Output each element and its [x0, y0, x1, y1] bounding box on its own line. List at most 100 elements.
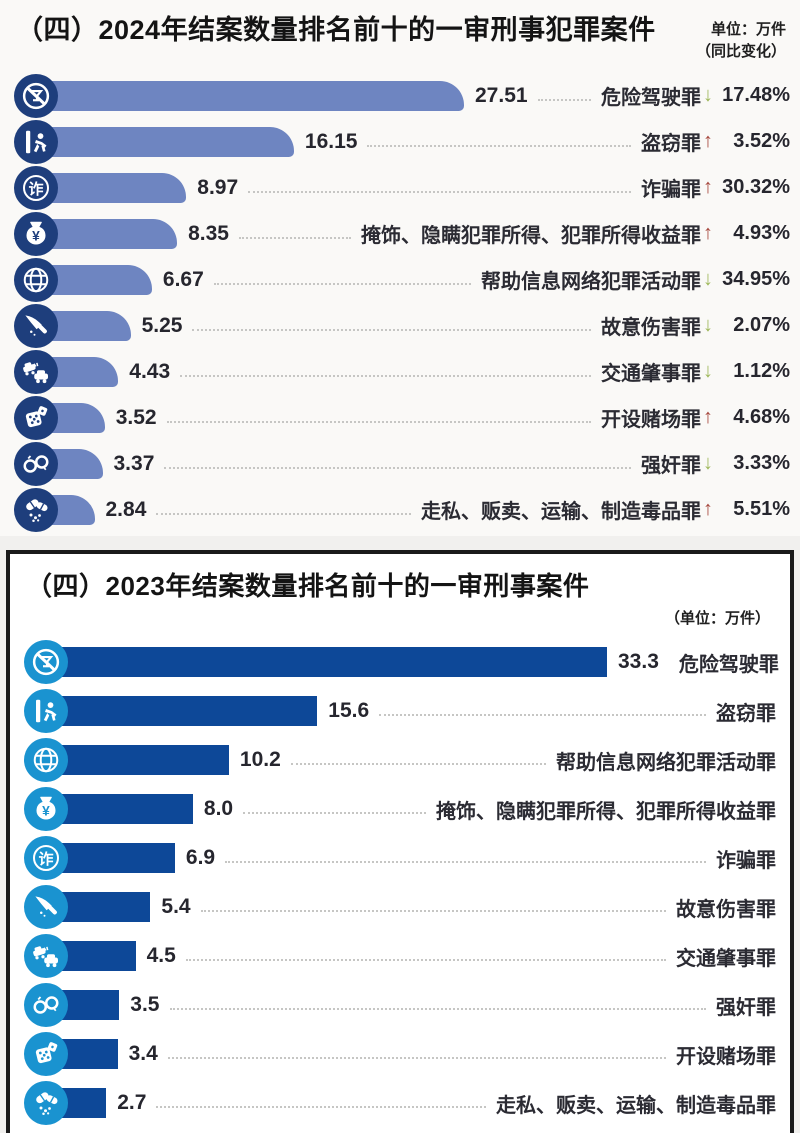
bar-value: 2.84 [105, 497, 147, 521]
fraud-icon: 诈 [24, 836, 68, 880]
bar [52, 494, 95, 525]
dotted-leader [185, 957, 666, 961]
category-label: 掩饰、隐瞒犯罪所得、犯罪所得收益罪 [436, 800, 776, 823]
chart-row: 5.4 故意伤害罪 [24, 883, 776, 932]
moneybag-icon: ¥ [24, 787, 68, 831]
chart-2023-unit: （单位：万件） [664, 609, 770, 627]
bar [62, 1039, 118, 1069]
bar-value: 10.2 [239, 748, 281, 771]
chart-row: 10.2 帮助信息网络犯罪活动罪 [24, 736, 776, 785]
down-arrow-icon: ↓ [703, 314, 713, 336]
drugs-icon [14, 487, 58, 532]
category-label: 危险驾驶罪 [678, 653, 779, 676]
chart-row: ¥8.0 掩饰、隐瞒犯罪所得、犯罪所得收益罪 [24, 785, 776, 834]
chart-2024-header: （四）2024年结案数量排名前十的一审刑事犯罪案件 单位：万件 （同比变化） [14, 10, 790, 65]
dotted-leader [156, 1104, 486, 1108]
chart-row: 6.67 帮助信息网络犯罪活动罪 ↓ 34.95% [14, 257, 790, 303]
chart-row: 4.5 交通肇事罪 [24, 932, 776, 981]
bar-value: 8.35 [188, 221, 229, 245]
category-label: 故意伤害罪 [676, 898, 776, 921]
chart-row: 诈 8.97 诈骗罪 ↑ 30.32% [14, 165, 790, 211]
chart-row: 2.84 走私、贩卖、运输、制造毒品罪 ↑ 5.51% [14, 487, 790, 533]
chart-2024-rows: 27.51 危险驾驶罪 ↓ 17.48% 16.15 盗窃罪 ↑ 3.52% 诈 8.97 诈骗罪 ↑… [14, 73, 790, 533]
bar [52, 356, 119, 387]
dotted-leader [379, 712, 706, 716]
bar [52, 218, 178, 249]
handcuffs-icon [24, 983, 68, 1027]
bar [52, 126, 294, 157]
chart-row: 15.6 盗窃罪 [24, 687, 776, 736]
dotted-leader [537, 97, 591, 101]
chart-row: 33.3 危险驾驶罪 [24, 638, 779, 687]
category-label: 开设赌场罪 [601, 409, 701, 431]
bar [62, 745, 229, 775]
yoy-change-value: 34.95% [722, 268, 790, 290]
yoy-change-value: 30.32% [722, 176, 790, 198]
chart-row: ¥8.35 掩饰、隐瞒犯罪所得、犯罪所得收益罪 ↑ 4.93% [14, 211, 790, 257]
bar-value: 8.97 [197, 175, 239, 199]
unit-line: 单位：万件 [710, 21, 786, 38]
yoy-note: （同比变化） [695, 42, 786, 60]
yoy-change-value: 4.93% [733, 222, 790, 244]
bar-value: 3.52 [115, 405, 157, 429]
category-label: 交通肇事罪 [601, 363, 701, 385]
bar [62, 892, 151, 922]
up-arrow-icon: ↑ [703, 176, 713, 198]
bar-value: 5.4 [161, 895, 191, 918]
dotted-leader [248, 189, 631, 193]
bar-value: 2.7 [117, 1091, 147, 1114]
handcuffs-icon [14, 441, 58, 486]
bar-value: 3.37 [113, 451, 155, 475]
category-label: 掩饰、隐瞒犯罪所得、犯罪所得收益罪 [361, 225, 701, 247]
bar [62, 843, 175, 873]
fraud-icon: 诈 [14, 165, 58, 210]
category-label: 危险驾驶罪 [601, 87, 701, 109]
category-label: 强奸罪 [641, 455, 701, 477]
dotted-leader [164, 465, 631, 469]
dotted-leader [156, 511, 411, 515]
category-label: 帮助信息网络犯罪活动罪 [556, 751, 776, 774]
category-label: 盗窃罪 [641, 133, 701, 155]
bar-value: 5.25 [141, 313, 183, 337]
up-arrow-icon: ↑ [703, 406, 713, 428]
chart-2024-title: （四）2024年结案数量排名前十的一审刑事犯罪案件 [16, 15, 656, 45]
down-arrow-icon: ↓ [703, 84, 713, 106]
category-label: 交通肇事罪 [676, 947, 776, 970]
car-crash-icon [24, 934, 68, 978]
thief-icon [24, 689, 68, 733]
bar-value: 15.6 [328, 699, 370, 722]
chart-row: 3.5 强奸罪 [24, 981, 776, 1030]
svg-text:诈: 诈 [38, 851, 53, 868]
dotted-leader [367, 143, 631, 147]
no-drink-icon [14, 73, 58, 118]
network-icon [14, 257, 58, 302]
bar-value: 3.5 [130, 993, 160, 1016]
bar [62, 941, 136, 971]
category-label: 走私、贩卖、运输、制造毒品罪 [421, 501, 701, 523]
network-icon [24, 738, 68, 782]
bar [52, 172, 187, 203]
chart-row: 3.4 开设赌场罪 [24, 1030, 776, 1079]
dotted-leader [180, 373, 591, 377]
category-label: 开设赌场罪 [676, 1045, 776, 1068]
chart-row: 27.51 危险驾驶罪 ↓ 17.48% [14, 73, 790, 119]
yoy-change-value: 3.33% [733, 452, 790, 474]
yoy-change-value: 1.12% [733, 360, 790, 382]
category-label: 诈骗罪 [641, 179, 701, 201]
up-arrow-icon: ↑ [703, 498, 713, 520]
drugs-icon [24, 1081, 68, 1125]
down-arrow-icon: ↓ [703, 268, 713, 290]
bar-value: 4.5 [146, 944, 176, 967]
dice-icon [24, 1032, 68, 1076]
chart-2023-rows: 33.3 危险驾驶罪 15.6 盗窃罪 10.2 帮助信息网络犯罪活动罪 ¥8.0 掩饰、隐瞒… [24, 638, 779, 1128]
bar-value: 8.0 [203, 797, 234, 820]
bar [62, 1088, 107, 1118]
svg-text:¥: ¥ [42, 803, 50, 818]
up-arrow-icon: ↑ [703, 222, 713, 244]
chart-2024-unit: 单位：万件 （同比变化） [696, 14, 786, 63]
dotted-leader [166, 419, 591, 423]
bar-value: 16.15 [304, 129, 358, 153]
knife-icon [24, 885, 68, 929]
dotted-leader [238, 235, 351, 239]
